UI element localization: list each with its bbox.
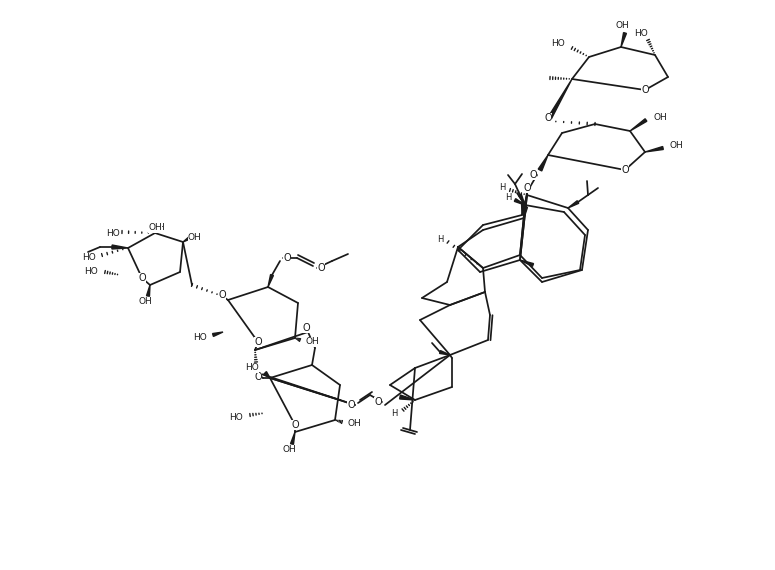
Text: O: O bbox=[347, 400, 355, 410]
Text: O: O bbox=[529, 170, 537, 180]
Text: HO: HO bbox=[84, 267, 98, 276]
Text: HO: HO bbox=[245, 364, 259, 373]
Polygon shape bbox=[183, 236, 191, 242]
Polygon shape bbox=[546, 79, 572, 122]
Text: OH: OH bbox=[148, 223, 162, 233]
Text: O: O bbox=[219, 290, 226, 300]
Polygon shape bbox=[515, 199, 525, 205]
Text: O: O bbox=[254, 337, 262, 347]
Polygon shape bbox=[522, 202, 525, 215]
Text: HO: HO bbox=[551, 39, 565, 48]
Text: OH: OH bbox=[188, 233, 202, 242]
Text: O: O bbox=[254, 372, 262, 382]
Text: O: O bbox=[523, 183, 531, 193]
Polygon shape bbox=[400, 395, 415, 400]
Text: H: H bbox=[498, 184, 505, 193]
Polygon shape bbox=[155, 226, 160, 233]
Text: H: H bbox=[505, 193, 512, 202]
Polygon shape bbox=[112, 245, 128, 249]
Polygon shape bbox=[524, 207, 528, 218]
Text: OH: OH bbox=[653, 113, 666, 123]
Text: OH: OH bbox=[282, 446, 296, 454]
Polygon shape bbox=[268, 275, 274, 287]
Polygon shape bbox=[291, 432, 295, 445]
Polygon shape bbox=[146, 285, 150, 296]
Polygon shape bbox=[621, 32, 626, 47]
Text: OH: OH bbox=[151, 223, 165, 233]
Text: H: H bbox=[391, 409, 397, 417]
Polygon shape bbox=[212, 332, 223, 336]
Text: HO: HO bbox=[106, 230, 120, 238]
Text: O: O bbox=[291, 420, 299, 430]
Text: O: O bbox=[641, 85, 649, 95]
Polygon shape bbox=[264, 372, 270, 378]
Text: OH: OH bbox=[615, 22, 629, 31]
Text: HO: HO bbox=[634, 28, 648, 38]
Text: HO: HO bbox=[229, 413, 243, 422]
Text: OH: OH bbox=[670, 141, 684, 150]
Polygon shape bbox=[630, 119, 647, 131]
Text: HO: HO bbox=[82, 254, 96, 263]
Polygon shape bbox=[520, 260, 533, 266]
Text: O: O bbox=[283, 253, 291, 263]
Text: O: O bbox=[138, 273, 146, 283]
Text: O: O bbox=[317, 263, 325, 273]
Text: OH: OH bbox=[138, 298, 152, 307]
Text: O: O bbox=[622, 165, 629, 175]
Text: OH: OH bbox=[306, 337, 320, 347]
Polygon shape bbox=[439, 351, 450, 355]
Text: OH: OH bbox=[348, 420, 362, 429]
Text: O: O bbox=[544, 113, 552, 123]
Text: H: H bbox=[436, 235, 443, 245]
Text: O: O bbox=[374, 397, 382, 407]
Polygon shape bbox=[538, 155, 548, 171]
Polygon shape bbox=[568, 201, 579, 208]
Polygon shape bbox=[518, 194, 525, 205]
Text: HO: HO bbox=[193, 333, 207, 343]
Text: O: O bbox=[302, 323, 310, 333]
Polygon shape bbox=[645, 146, 663, 152]
